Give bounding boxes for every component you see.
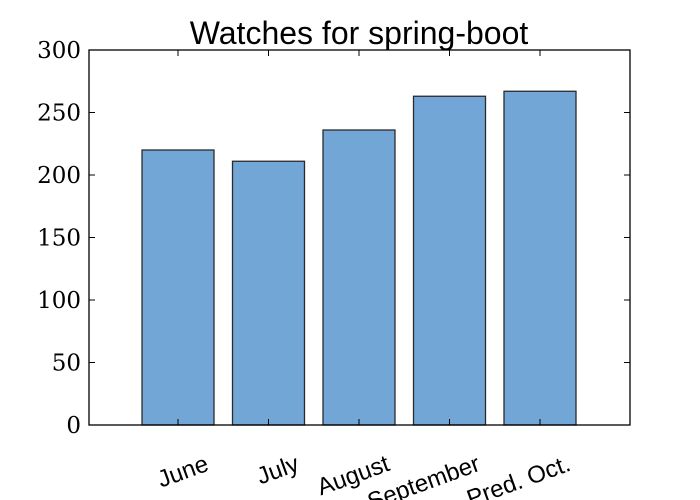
bar-july: [231, 160, 306, 426]
y-tick-label: 50: [52, 351, 81, 377]
y-tick-label: 150: [37, 226, 81, 252]
bars: [141, 90, 577, 426]
bar-june: [141, 149, 215, 426]
y-tick-label: 100: [37, 288, 81, 314]
chart-title: Watches for spring-boot: [190, 15, 529, 51]
plot-frame: [88, 49, 631, 426]
y-axis: 0 50 100 150 200 250 300: [37, 38, 630, 439]
x-tick-label: July: [253, 450, 302, 490]
y-tick-label: 250: [37, 101, 81, 127]
y-tick-label: 200: [37, 163, 81, 189]
y-tick-label: 0: [66, 413, 81, 439]
bar-pred-oct: [503, 90, 577, 426]
bar-september: [412, 95, 487, 426]
x-tick-label: June: [154, 450, 212, 493]
y-tick-label: 300: [37, 38, 81, 64]
bar-august: [322, 129, 396, 426]
